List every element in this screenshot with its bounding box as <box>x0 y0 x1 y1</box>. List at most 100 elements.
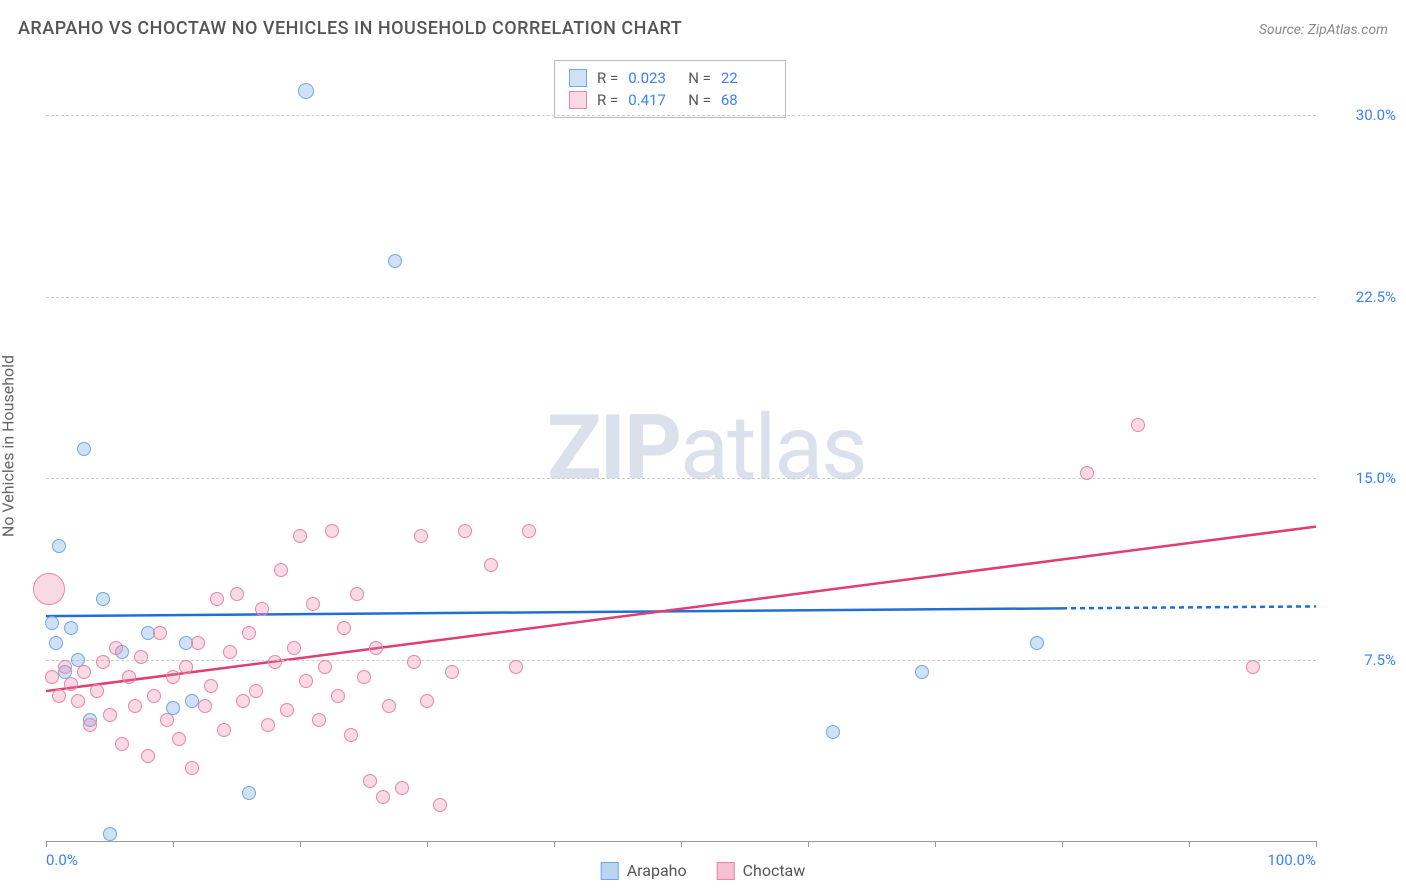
trend-lines <box>46 55 1316 841</box>
data-point <box>210 592 224 606</box>
ytick-label: 22.5% <box>1326 288 1396 306</box>
swatch-icon <box>569 91 587 109</box>
data-point <box>160 713 174 727</box>
data-point <box>153 626 167 640</box>
legend: Arapaho Choctaw <box>601 861 806 880</box>
data-point <box>509 660 523 674</box>
data-point <box>77 665 91 679</box>
data-point <box>325 524 339 538</box>
data-point <box>287 641 301 655</box>
data-point <box>52 689 66 703</box>
stat-n-label: N = <box>688 91 711 109</box>
data-point <box>191 636 205 650</box>
data-point <box>77 442 91 456</box>
data-point <box>242 626 256 640</box>
data-point <box>312 713 326 727</box>
xtick <box>300 841 301 847</box>
data-point <box>134 650 148 664</box>
xtick <box>681 841 682 847</box>
data-point <box>376 790 390 804</box>
ytick-label: 15.0% <box>1326 469 1396 487</box>
data-point <box>64 621 78 635</box>
data-point <box>64 677 78 691</box>
data-point <box>299 674 313 688</box>
data-point <box>230 587 244 601</box>
data-point <box>249 684 263 698</box>
swatch-icon <box>569 69 587 87</box>
data-point <box>223 645 237 659</box>
stats-row: R =0.023N =22 <box>569 67 771 89</box>
data-point <box>306 597 320 611</box>
xtick <box>427 841 428 847</box>
xtick <box>808 841 809 847</box>
stats-box: R =0.023N =22R =0.417N =68 <box>554 60 786 118</box>
stat-r-value: 0.417 <box>628 91 678 109</box>
data-point <box>293 529 307 543</box>
stat-r-label: R = <box>597 69 618 87</box>
data-point <box>255 602 269 616</box>
swatch-icon <box>717 862 735 880</box>
data-point <box>147 689 161 703</box>
data-point <box>1131 418 1145 432</box>
xtick <box>46 841 47 847</box>
data-point <box>109 641 123 655</box>
data-point <box>1030 636 1044 650</box>
xtick-label: 0.0% <box>46 851 78 869</box>
data-point <box>242 786 256 800</box>
gridline <box>46 478 1316 479</box>
data-point <box>33 573 65 605</box>
data-point <box>236 694 250 708</box>
xtick <box>1189 841 1190 847</box>
data-point <box>280 703 294 717</box>
xtick <box>1316 841 1317 847</box>
data-point <box>915 665 929 679</box>
data-point <box>96 592 110 606</box>
source-label: Source: ZipAtlas.com <box>1259 22 1388 38</box>
data-point <box>363 774 377 788</box>
data-point <box>217 723 231 737</box>
data-point <box>395 781 409 795</box>
data-point <box>357 670 371 684</box>
data-point <box>350 587 364 601</box>
data-point <box>274 563 288 577</box>
data-point <box>103 827 117 841</box>
data-point <box>1246 660 1260 674</box>
ytick-label: 30.0% <box>1326 106 1396 124</box>
chart-title: ARAPAHO VS CHOCTAW NO VEHICLES IN HOUSEH… <box>18 18 682 39</box>
xtick-label: 100.0% <box>1267 851 1316 869</box>
gridline <box>46 115 1316 116</box>
data-point <box>49 636 63 650</box>
data-point <box>298 83 314 99</box>
data-point <box>344 728 358 742</box>
stats-row: R =0.417N =68 <box>569 89 771 111</box>
data-point <box>261 718 275 732</box>
data-point <box>172 732 186 746</box>
data-point <box>141 749 155 763</box>
data-point <box>185 761 199 775</box>
ytick-label: 7.5% <box>1326 651 1396 669</box>
data-point <box>407 655 421 669</box>
stat-n-label: N = <box>688 69 711 87</box>
data-point <box>45 670 59 684</box>
legend-label: Arapaho <box>627 861 687 880</box>
legend-item: Choctaw <box>717 861 806 880</box>
data-point <box>52 539 66 553</box>
data-point <box>420 694 434 708</box>
data-point <box>204 679 218 693</box>
data-point <box>122 670 136 684</box>
data-point <box>103 708 117 722</box>
stat-r-label: R = <box>597 91 618 109</box>
legend-item: Arapaho <box>601 861 687 880</box>
data-point <box>115 737 129 751</box>
data-point <box>826 725 840 739</box>
data-point <box>337 621 351 635</box>
data-point <box>45 616 59 630</box>
data-point <box>522 524 536 538</box>
swatch-icon <box>601 862 619 880</box>
data-point <box>198 699 212 713</box>
data-point <box>128 699 142 713</box>
data-point <box>318 660 332 674</box>
stat-r-value: 0.023 <box>628 69 678 87</box>
plot-area: ZIPatlas R =0.023N =22R =0.417N =68 7.5%… <box>46 55 1316 842</box>
data-point <box>331 689 345 703</box>
